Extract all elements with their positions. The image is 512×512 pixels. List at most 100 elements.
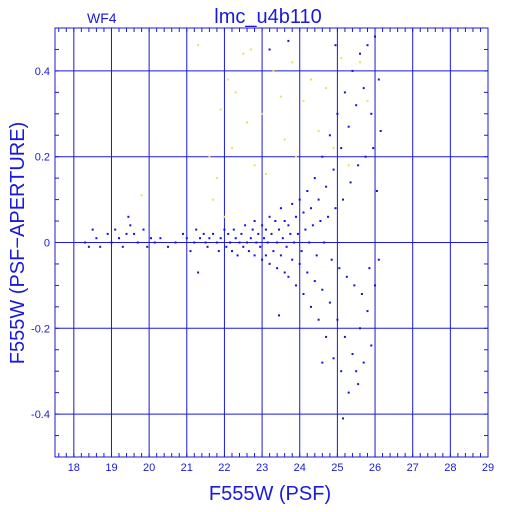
data-point [313, 177, 316, 180]
x-tick-label: 21 [181, 462, 193, 474]
data-point [219, 237, 222, 240]
data-point [332, 357, 335, 360]
data-point [278, 228, 280, 231]
data-point [327, 215, 329, 218]
data-point [285, 245, 288, 248]
y-tick-label: -0.4 [31, 409, 50, 421]
panel-label: WF4 [87, 10, 117, 26]
data-point [379, 130, 382, 132]
data-point [359, 52, 361, 55]
data-point [208, 237, 211, 240]
data-point [261, 224, 264, 227]
data-point [298, 262, 301, 265]
data-point [231, 250, 233, 253]
data-point [242, 52, 245, 55]
data-point [231, 147, 233, 150]
data-point [347, 391, 350, 394]
data-series [84, 35, 382, 420]
data-point [274, 220, 277, 222]
data-point [321, 155, 324, 158]
data-point [215, 177, 218, 180]
data-point [300, 250, 303, 253]
data-point [359, 327, 361, 330]
x-tick-label: 22 [218, 462, 230, 474]
data-point [364, 155, 367, 158]
data-point [374, 284, 376, 287]
data-point [287, 39, 290, 42]
data-point [295, 284, 297, 287]
data-point [370, 112, 373, 115]
data-point [360, 293, 363, 295]
data-point [310, 305, 312, 308]
series-flagged [140, 44, 369, 218]
data-point [253, 164, 256, 167]
minor-ticks [55, 27, 489, 458]
x-axis-label: F555W (PSF) [209, 483, 331, 505]
data-point [343, 335, 346, 338]
data-point [142, 228, 145, 231]
x-tick-label: 19 [105, 462, 117, 474]
data-point [302, 293, 305, 295]
data-point [306, 271, 309, 274]
data-point [357, 383, 360, 386]
data-point [342, 198, 344, 201]
data-point [342, 417, 344, 420]
data-point [347, 164, 350, 167]
data-point [325, 87, 328, 90]
data-point [377, 78, 380, 81]
data-point [227, 78, 230, 81]
data-point [295, 215, 297, 218]
data-point [296, 232, 299, 235]
data-point [298, 198, 301, 201]
data-point [206, 245, 209, 248]
data-point [133, 232, 136, 235]
x-tick-label: 18 [68, 462, 80, 474]
data-point [302, 99, 305, 102]
data-point [283, 138, 286, 141]
data-point [334, 44, 337, 47]
data-point [332, 168, 335, 171]
data-point [146, 245, 149, 248]
data-point [193, 241, 196, 244]
data-point [266, 241, 269, 244]
data-point [359, 61, 361, 64]
data-point [87, 245, 90, 248]
data-point [150, 237, 152, 240]
data-point [374, 35, 376, 38]
data-point [84, 241, 87, 244]
data-point [343, 91, 346, 94]
data-point [347, 125, 350, 128]
data-point [336, 318, 339, 321]
data-point [279, 207, 282, 210]
data-point [311, 224, 314, 227]
tick-labels: 18 19 20 21 22 23 24 25 26 27 28 29 -0.4 -0.2 0 0.2 0.4 [31, 66, 494, 474]
x-tick-label: 27 [407, 462, 419, 474]
y-tick-label: 0.4 [35, 66, 50, 78]
series-main [84, 35, 382, 420]
data-point [174, 241, 177, 244]
data-point [140, 194, 143, 197]
data-point [208, 155, 211, 158]
data-point [268, 48, 271, 51]
x-tick-label: 26 [369, 462, 381, 474]
data-point [287, 275, 290, 278]
data-point [295, 155, 297, 158]
data-point [287, 224, 290, 227]
data-point [304, 228, 307, 231]
data-point [212, 232, 215, 235]
data-point [328, 134, 331, 137]
data-point [351, 69, 354, 72]
data-point [253, 220, 256, 222]
data-point [310, 78, 312, 81]
data-point [215, 241, 218, 244]
data-point [310, 207, 312, 210]
data-point [263, 237, 265, 240]
data-point [349, 181, 352, 184]
data-point [268, 215, 271, 218]
data-point [283, 271, 286, 274]
data-point [355, 370, 358, 373]
data-point [253, 254, 256, 257]
data-point [336, 112, 339, 115]
data-point [264, 172, 267, 175]
